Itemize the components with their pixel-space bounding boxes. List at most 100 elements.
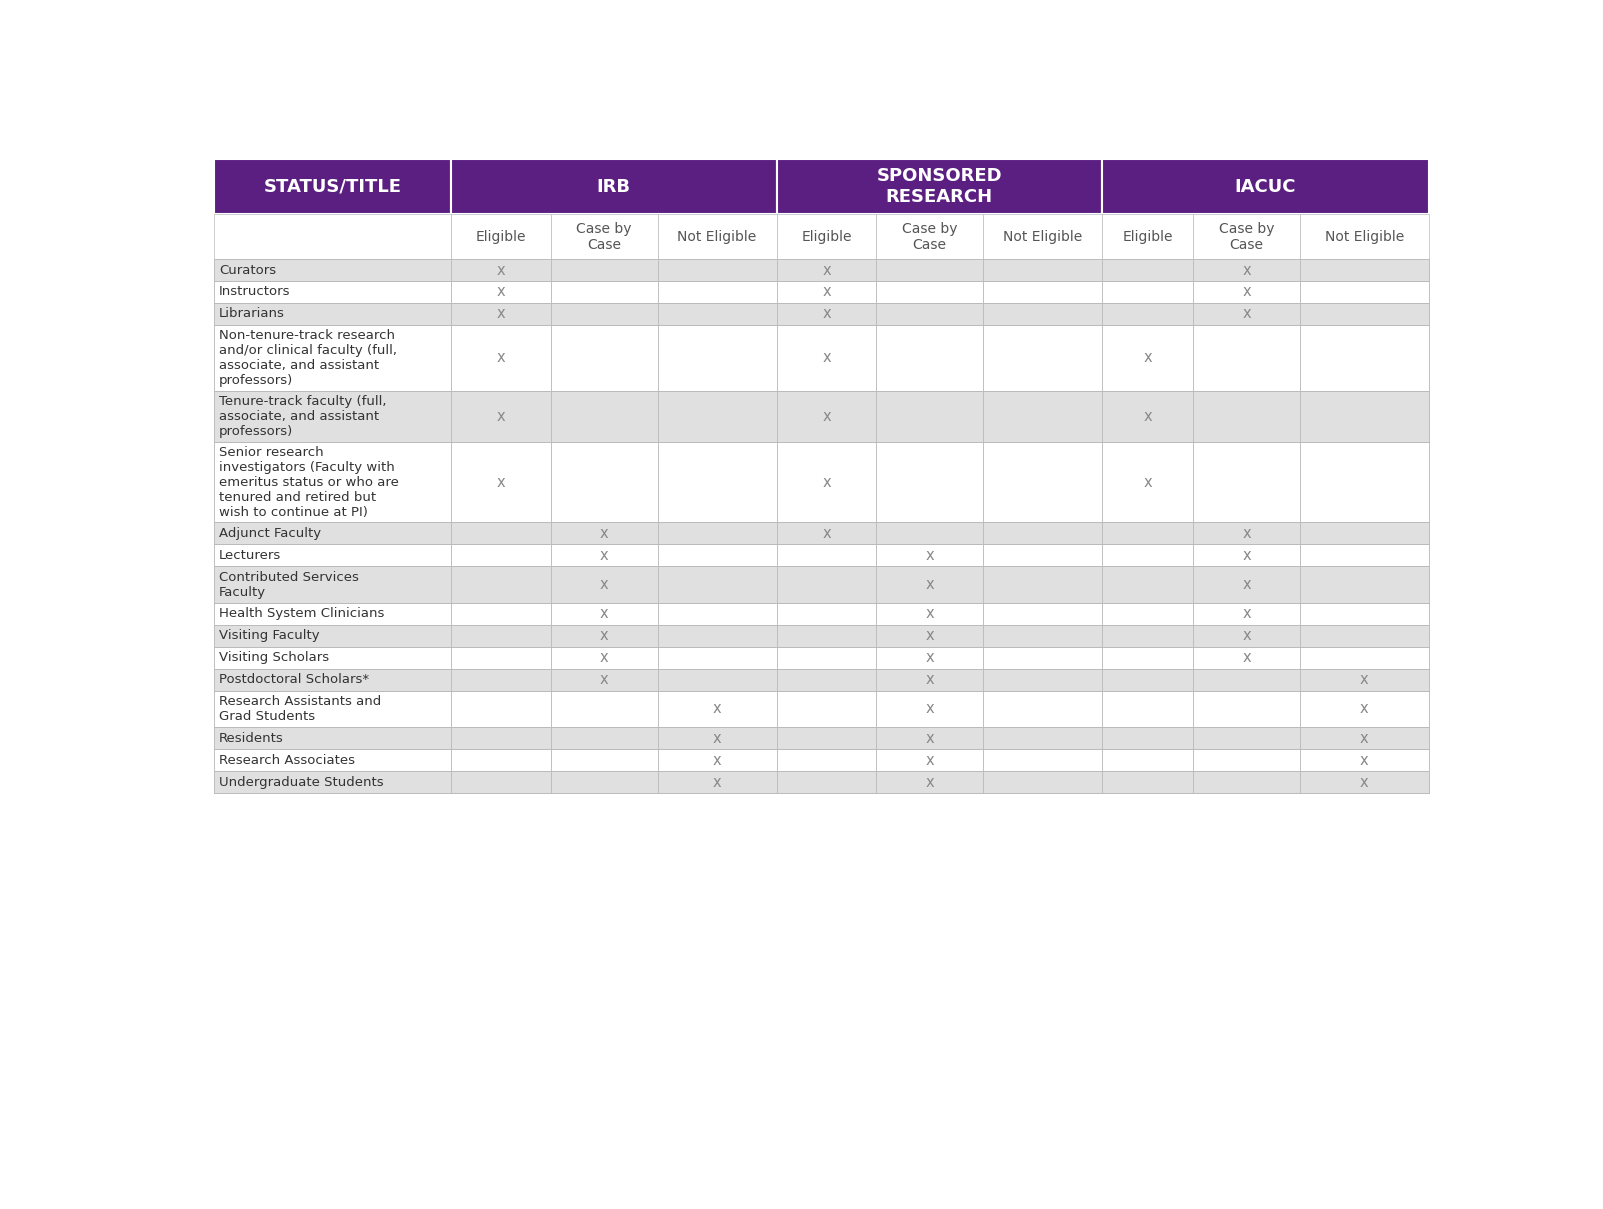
Bar xyxy=(776,280,877,303)
Text: x: x xyxy=(1359,775,1369,789)
Text: x: x xyxy=(925,701,935,717)
Text: x: x xyxy=(600,577,609,592)
Bar xyxy=(1300,566,1428,603)
Text: x: x xyxy=(822,306,830,322)
Bar xyxy=(215,259,1428,280)
Text: x: x xyxy=(1242,284,1250,300)
Bar xyxy=(983,303,1103,325)
Bar xyxy=(983,442,1103,522)
Text: Not Eligible: Not Eligible xyxy=(1324,230,1404,244)
Text: Contributed Services
Faculty: Contributed Services Faculty xyxy=(220,571,359,598)
Bar xyxy=(1103,259,1193,280)
Bar xyxy=(877,647,983,669)
Bar xyxy=(450,625,551,647)
Bar xyxy=(215,303,450,325)
Text: Adjunct Faculty: Adjunct Faculty xyxy=(220,527,321,540)
Bar xyxy=(657,727,776,750)
Bar xyxy=(215,214,450,259)
Bar xyxy=(1103,625,1193,647)
Bar xyxy=(657,647,776,669)
Text: x: x xyxy=(1242,577,1250,592)
Bar xyxy=(1300,771,1428,793)
Bar xyxy=(215,750,450,771)
Bar xyxy=(215,727,450,750)
Text: Postdoctoral Scholars*: Postdoctoral Scholars* xyxy=(220,673,369,687)
Text: x: x xyxy=(1242,629,1250,643)
Text: x: x xyxy=(600,526,609,540)
Text: x: x xyxy=(713,730,721,746)
Bar xyxy=(1103,391,1193,442)
Bar xyxy=(215,669,450,690)
Bar xyxy=(551,280,657,303)
Bar xyxy=(877,522,983,544)
Bar xyxy=(776,303,877,325)
Bar xyxy=(450,669,551,690)
Text: x: x xyxy=(713,753,721,768)
Bar xyxy=(215,771,1428,793)
Text: x: x xyxy=(822,475,830,490)
Text: Eligible: Eligible xyxy=(802,230,851,244)
Bar xyxy=(551,391,657,442)
Bar xyxy=(1300,690,1428,727)
Bar xyxy=(877,259,983,280)
Text: x: x xyxy=(1143,409,1153,424)
Bar xyxy=(215,771,450,793)
Bar xyxy=(1103,214,1193,259)
Text: x: x xyxy=(497,306,505,322)
Bar xyxy=(1193,625,1300,647)
Text: x: x xyxy=(822,284,830,300)
Bar xyxy=(215,647,450,669)
Bar xyxy=(450,325,551,391)
Bar xyxy=(1193,442,1300,522)
Bar xyxy=(776,214,877,259)
Bar xyxy=(551,625,657,647)
Bar xyxy=(1300,214,1428,259)
Bar xyxy=(215,391,1428,442)
Bar xyxy=(983,391,1103,442)
Bar xyxy=(983,669,1103,690)
Text: Eligible: Eligible xyxy=(1122,230,1173,244)
Bar xyxy=(215,727,1428,750)
Bar xyxy=(1103,544,1193,566)
Bar xyxy=(657,669,776,690)
Bar xyxy=(450,522,551,544)
Bar xyxy=(551,727,657,750)
Bar xyxy=(551,603,657,625)
Text: x: x xyxy=(925,775,935,789)
Bar xyxy=(215,442,1428,522)
Bar xyxy=(450,544,551,566)
Bar xyxy=(983,771,1103,793)
Text: Instructors: Instructors xyxy=(220,285,290,299)
Bar xyxy=(1300,442,1428,522)
Text: x: x xyxy=(600,672,609,687)
Text: x: x xyxy=(497,351,505,365)
Bar xyxy=(657,522,776,544)
Bar xyxy=(215,325,1428,391)
Text: x: x xyxy=(497,262,505,278)
Bar xyxy=(215,669,1428,690)
Text: Senior research
investigators (Faculty with
emeritus status or who are
tenured a: Senior research investigators (Faculty w… xyxy=(220,446,399,519)
Bar xyxy=(450,280,551,303)
Text: IRB: IRB xyxy=(596,178,632,196)
Bar xyxy=(776,391,877,442)
Bar xyxy=(1300,625,1428,647)
Bar xyxy=(450,771,551,793)
Bar xyxy=(215,750,1428,771)
Bar xyxy=(1103,669,1193,690)
Bar xyxy=(1103,442,1193,522)
Text: Visiting Faculty: Visiting Faculty xyxy=(220,629,319,642)
Bar xyxy=(983,259,1103,280)
Bar xyxy=(983,522,1103,544)
Bar xyxy=(1300,603,1428,625)
Bar xyxy=(450,566,551,603)
Bar xyxy=(877,214,983,259)
Bar xyxy=(450,303,551,325)
Bar xyxy=(1193,750,1300,771)
Bar xyxy=(551,522,657,544)
Bar xyxy=(1193,669,1300,690)
Text: x: x xyxy=(713,775,721,789)
Bar xyxy=(776,647,877,669)
Bar xyxy=(1103,750,1193,771)
Bar xyxy=(983,750,1103,771)
Text: x: x xyxy=(925,672,935,687)
